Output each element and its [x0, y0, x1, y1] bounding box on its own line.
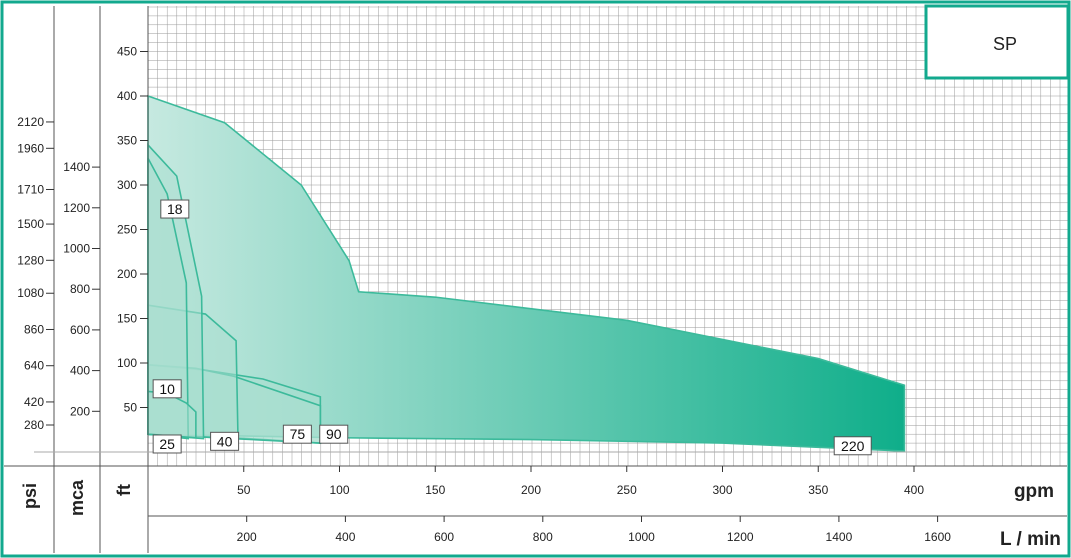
gpm-tick-label: 300	[712, 483, 732, 497]
gpm-tick-label: 400	[904, 483, 924, 497]
series-label-90: 90	[326, 426, 342, 442]
lmin-tick-label: 200	[237, 530, 257, 544]
series-label-220: 220	[841, 438, 865, 454]
psi-tick-label: 1710	[17, 182, 44, 196]
psi-tick-label: 1080	[17, 286, 44, 300]
mca-tick-label: 600	[70, 323, 90, 337]
series-label-75: 75	[290, 426, 306, 442]
gpm-tick-label: 250	[617, 483, 637, 497]
mca-tick-label: 1000	[63, 242, 90, 256]
gpm-tick-label: 200	[521, 483, 541, 497]
lmin-tick-label: 800	[533, 530, 553, 544]
ft-tick-label: 200	[117, 267, 137, 281]
psi-unit-label: psi	[20, 483, 40, 509]
mca-tick-label: 200	[70, 404, 90, 418]
series-label-box-90	[319, 424, 349, 444]
gpm-tick-label: 350	[808, 483, 828, 497]
lmin-tick-label: 1600	[924, 530, 951, 544]
series-label-10: 10	[159, 381, 175, 397]
series-labels: 220 90 75 40 18 10 25	[152, 199, 872, 456]
area-220	[147, 94, 906, 452]
lmin-tick-label: 1400	[826, 530, 853, 544]
series-label-40: 40	[217, 433, 233, 449]
ft-tick-label: 450	[117, 45, 137, 59]
series-label-box-40	[210, 431, 240, 451]
psi-tick-label: 640	[24, 359, 44, 373]
ft-tick-label: 150	[117, 312, 137, 326]
series-label-box-220	[833, 436, 872, 456]
gpm-tick-label: 150	[425, 483, 445, 497]
gpm-unit-label: gpm	[1014, 481, 1054, 502]
series-label-25: 25	[159, 436, 175, 452]
series-label-box-18	[160, 199, 190, 219]
chart-title: SP	[993, 34, 1017, 54]
gpm-tick-label: 50	[237, 483, 251, 497]
axis-ticks: 280 420 640 860 1080 1280 1500 1710 1960 2120 200 4…	[17, 45, 951, 545]
ft-tick-label: 50	[124, 401, 138, 415]
ft-tick-label: 250	[117, 223, 137, 237]
ft-tick-label: 350	[117, 134, 137, 148]
ft-tick-label: 300	[117, 178, 137, 192]
mca-unit-label: mca	[67, 479, 87, 516]
psi-tick-label: 1500	[17, 217, 44, 231]
performance-areas	[147, 94, 906, 452]
mca-tick-label: 400	[70, 364, 90, 378]
lmin-tick-label: 1200	[727, 530, 754, 544]
psi-tick-label: 2120	[17, 115, 44, 129]
psi-tick-label: 1280	[17, 253, 44, 267]
series-label-18: 18	[167, 201, 183, 217]
psi-tick-label: 860	[24, 322, 44, 336]
ft-tick-label: 400	[117, 89, 137, 103]
series-label-box-75	[282, 424, 312, 444]
lmin-tick-label: 400	[335, 530, 355, 544]
psi-tick-label: 280	[24, 418, 44, 432]
lmin-tick-label: 1000	[628, 530, 655, 544]
mca-tick-label: 1200	[63, 201, 90, 215]
ft-unit-label: ft	[114, 484, 134, 496]
mca-tick-label: 800	[70, 282, 90, 296]
ft-tick-label: 100	[117, 356, 137, 370]
gpm-tick-label: 100	[329, 483, 349, 497]
mca-tick-label: 1400	[63, 160, 90, 174]
series-label-box-10	[152, 379, 182, 399]
psi-tick-label: 420	[24, 395, 44, 409]
lmin-tick-label: 600	[434, 530, 454, 544]
lmin-unit-label: L / min	[1000, 529, 1061, 550]
psi-tick-label: 1960	[17, 141, 44, 155]
series-label-box-25	[152, 434, 182, 454]
